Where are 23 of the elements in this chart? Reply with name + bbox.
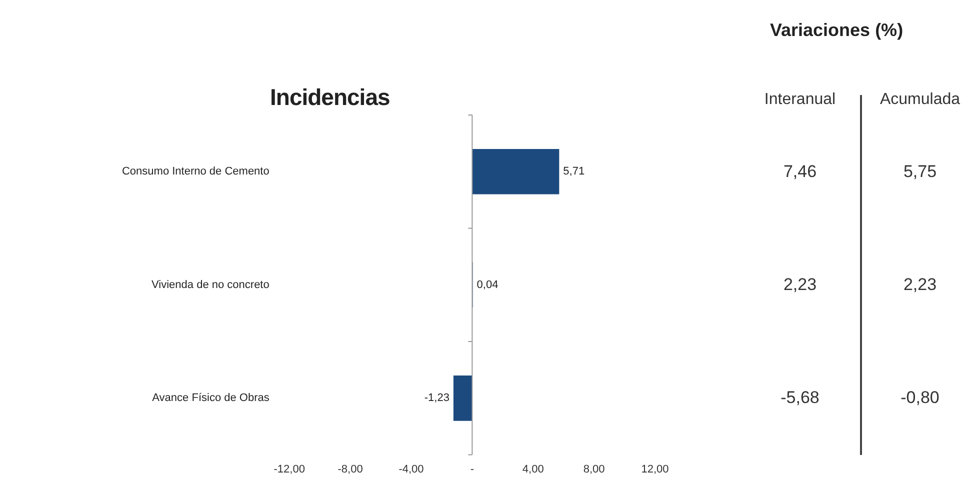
x-tick-label: - <box>470 463 474 476</box>
text: 7,46 <box>782 162 818 182</box>
chart-title: Incidencias <box>270 84 390 111</box>
y-tick-label: Avance Físico de Obras <box>152 392 270 404</box>
text: -5,68 <box>780 388 820 408</box>
text: 2,23 <box>782 275 818 295</box>
x-tick-label: 4,00 <box>522 463 544 476</box>
x-tick-label: 8,00 <box>583 463 605 476</box>
data-label: 5,71 <box>563 166 585 178</box>
data-label: -1,23 <box>424 392 450 404</box>
data-label: 0,04 <box>476 278 498 291</box>
text: -0,80 <box>900 388 940 408</box>
y-tick-label: Vivienda de no concreto <box>152 278 270 291</box>
text: 2,23 <box>902 275 938 295</box>
x-tick-label: -8,00 <box>338 463 363 476</box>
x-tick-label: -4,00 <box>398 463 424 476</box>
text: 5,75 <box>902 162 938 182</box>
y-tick-label: Consumo Interno de Cemento <box>122 166 270 178</box>
text: Variaciones (%) <box>770 20 904 41</box>
x-tick-label: 12,00 <box>641 463 669 476</box>
text: Acumulada <box>878 91 962 109</box>
text: Interanual <box>763 91 837 109</box>
x-tick-label: -12,00 <box>274 463 305 476</box>
